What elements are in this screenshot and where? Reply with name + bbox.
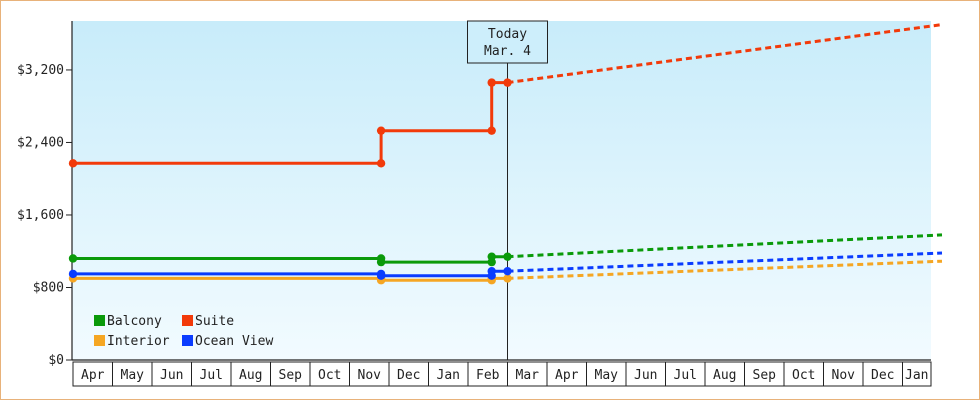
x-tick-box [388, 361, 429, 387]
x-tick-box [823, 361, 864, 387]
legend-label-interior: Interior [107, 334, 170, 349]
legend: Balcony Suite Interior Ocean View [94, 314, 273, 349]
series-forecast-ocean-view [507, 251, 943, 273]
x-tick-box [151, 361, 192, 387]
y-tick-label: $0 [48, 353, 64, 368]
today-label: Today [488, 27, 527, 42]
x-axis: Apr May Jun Jul Aug Sep Oct Nov Dec Jan Feb Mar Apr M… [72, 359, 932, 387]
x-tick-label: Feb [476, 368, 500, 383]
data-point-ocean-view [503, 266, 512, 276]
data-point-suite [376, 126, 386, 135]
x-tick-label: Jun [160, 368, 183, 383]
x-tick-box [665, 361, 706, 387]
data-point-balcony [376, 257, 386, 267]
x-tick-label: Jan [905, 368, 928, 383]
x-tick-label: May [121, 368, 145, 383]
x-tick-box [230, 361, 271, 387]
data-point-ocean-view [376, 271, 386, 280]
data-point-balcony [503, 252, 512, 261]
data-point-suite [503, 78, 512, 87]
data-point-suite [487, 78, 496, 87]
x-tick-label: Jul [674, 368, 697, 383]
x-tick-label: Aug [239, 368, 262, 383]
x-tick-box [862, 361, 903, 387]
x-tick-label: Jun [634, 368, 657, 383]
x-tick-box [72, 361, 113, 387]
legend-swatch-ocean-view [182, 335, 193, 346]
x-tick-box [112, 361, 153, 387]
x-tick-label: Nov [832, 368, 856, 383]
x-tick-label: Dec [871, 368, 894, 383]
x-tick-label: Sep [753, 368, 777, 383]
x-tick-label: May [595, 368, 619, 383]
x-tick-box [783, 361, 824, 387]
data-point-suite [487, 126, 496, 135]
series-lines [68, 23, 943, 285]
x-tick-box [546, 361, 587, 387]
x-tick-label: Jul [200, 368, 223, 383]
x-tick-label: Mar [516, 368, 540, 383]
legend-swatch-suite [182, 315, 193, 326]
legend-label-ocean-view: Ocean View [195, 334, 273, 349]
x-tick-label: Dec [397, 368, 420, 383]
x-tick-box [704, 361, 745, 387]
data-point-balcony [487, 252, 496, 261]
series-forecast-interior [507, 259, 943, 280]
x-tick-label: Aug [713, 368, 736, 383]
data-point-ocean-view [68, 269, 78, 279]
x-tick-label: Apr [81, 368, 105, 383]
legend-label-suite: Suite [195, 314, 234, 329]
today-date: Mar. 4 [484, 44, 531, 59]
x-tick-label: Nov [358, 368, 382, 383]
y-tick-label: $1,600 [17, 208, 64, 223]
x-tick-box [586, 361, 627, 387]
today-box [467, 20, 548, 64]
today-marker: Today Mar. 4 [467, 20, 548, 360]
legend-swatch-interior [94, 335, 105, 346]
y-axis: $0 $800 $1,600 $2,400 $3,200 [17, 21, 73, 368]
data-point-suite [376, 159, 386, 168]
x-tick-label: Jan [437, 368, 460, 383]
x-tick-label: Sep [279, 368, 303, 383]
x-tick-box [270, 361, 311, 387]
plot-background [72, 21, 931, 360]
x-tick-label: Oct [318, 368, 341, 383]
series-forecast-balcony [507, 233, 943, 259]
y-tick-label: $2,400 [17, 135, 64, 150]
x-tick-box [902, 361, 932, 387]
data-point-balcony [68, 254, 78, 263]
data-point-ocean-view [487, 266, 496, 276]
y-tick-label: $3,200 [17, 63, 64, 78]
x-tick-label: Oct [792, 368, 815, 383]
series-forecast-suite [507, 23, 943, 85]
y-tick-label: $800 [33, 280, 64, 295]
legend-swatch-balcony [94, 315, 105, 326]
data-point-interior [503, 274, 512, 283]
legend-label-balcony: Balcony [107, 314, 162, 329]
x-tick-box [191, 361, 232, 387]
x-tick-label: Apr [555, 368, 579, 383]
data-point-suite [68, 159, 78, 168]
x-tick-box [467, 361, 508, 387]
